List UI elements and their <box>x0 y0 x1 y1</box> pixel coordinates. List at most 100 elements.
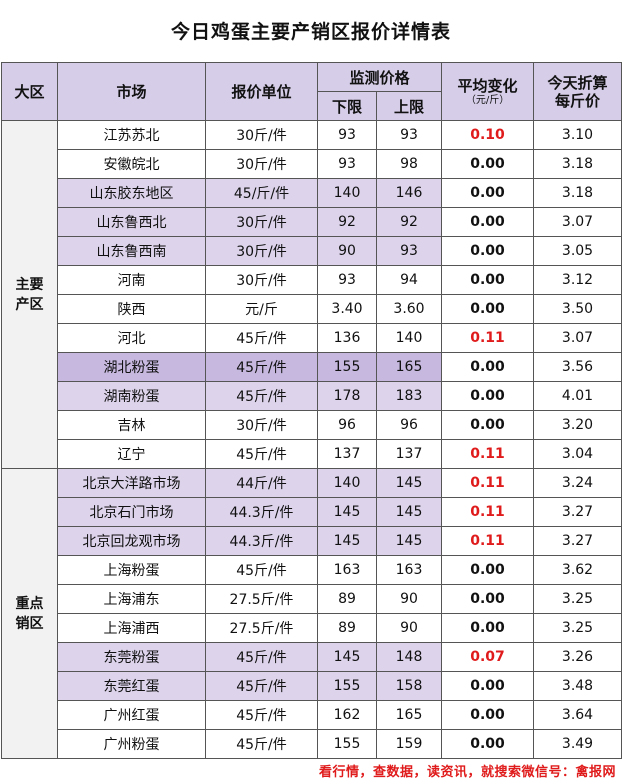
table-row: 上海浦东 27.5斤/件 89 90 0.00 3.25 <box>2 584 622 614</box>
upper-price-cell: 163 <box>375 555 443 585</box>
today-price-cell: 3.25 <box>533 584 622 614</box>
unit-cell: 45斤/件 <box>205 671 318 701</box>
today-price-cell: 3.26 <box>533 642 622 672</box>
today-price-cell: 3.05 <box>533 236 622 266</box>
table-row: 主要 产区 江苏苏北 30斤/件 93 93 0.10 3.10 <box>1 120 622 469</box>
unit-cell: 30斤/件 <box>205 236 318 266</box>
avg-change-cell: 0.11 <box>441 439 535 469</box>
avg-change-cell: 0.00 <box>441 671 535 701</box>
unit-cell: 45斤/件 <box>205 642 318 672</box>
table-row: 上海浦西 27.5斤/件 89 90 0.00 3.25 <box>2 613 622 643</box>
header-today-price-line2: 每斤价 <box>555 91 601 110</box>
upper-price-cell: 165 <box>375 352 443 382</box>
avg-change-cell: 0.00 <box>441 555 535 585</box>
unit-cell: 30斤/件 <box>205 149 318 179</box>
table-row: 安徽皖北 30斤/件 93 98 0.00 3.18 <box>2 149 622 179</box>
table-row: 广州红蛋 45斤/件 162 165 0.00 3.64 <box>2 700 622 730</box>
today-price-cell: 3.10 <box>533 120 622 150</box>
upper-price-cell: 146 <box>375 178 443 208</box>
today-price-cell: 3.25 <box>533 613 622 643</box>
upper-price-cell: 145 <box>375 497 443 527</box>
market-cell: 陕西 <box>57 294 206 324</box>
header-lower: 下限 <box>317 91 377 121</box>
header-avg-change-label: 平均变化 <box>457 76 518 95</box>
table-row: 北京石门市场 44.3斤/件 145 145 0.11 3.27 <box>2 497 622 527</box>
table-row: 东莞粉蛋 45斤/件 145 148 0.07 3.26 <box>2 642 622 672</box>
unit-cell: 44.3斤/件 <box>205 526 318 556</box>
avg-change-cell: 0.00 <box>441 178 535 208</box>
market-cell: 上海浦东 <box>57 584 206 614</box>
upper-price-cell: 158 <box>375 671 443 701</box>
lower-price-cell: 90 <box>317 236 377 266</box>
lower-price-cell: 145 <box>317 642 377 672</box>
region-label-line2: 销区 <box>15 615 44 632</box>
avg-change-cell: 0.11 <box>441 323 535 353</box>
unit-cell: 45斤/件 <box>205 700 318 730</box>
market-cell: 广州红蛋 <box>57 700 206 730</box>
lower-price-cell: 155 <box>317 671 377 701</box>
lower-price-cell: 89 <box>317 584 377 614</box>
avg-change-cell: 0.00 <box>441 236 535 266</box>
market-cell: 吉林 <box>57 410 206 440</box>
unit-cell: 30斤/件 <box>205 410 318 440</box>
upper-price-cell: 145 <box>375 468 443 498</box>
lower-price-cell: 145 <box>317 526 377 556</box>
header-today-price-line1: 今天折算 <box>547 73 608 92</box>
page-title: 今日鸡蛋主要产销区报价详情表 <box>170 20 451 43</box>
table-row: 吉林 30斤/件 96 96 0.00 3.20 <box>2 410 622 440</box>
today-price-cell: 3.48 <box>533 671 622 701</box>
today-price-cell: 3.56 <box>533 352 622 382</box>
lower-price-cell: 93 <box>317 120 377 150</box>
lower-price-cell: 145 <box>317 497 377 527</box>
today-price-cell: 3.07 <box>533 207 622 237</box>
lower-price-cell: 92 <box>317 207 377 237</box>
table-row: 河南 30斤/件 93 94 0.00 3.12 <box>2 265 622 295</box>
table-row: 山东鲁西南 30斤/件 90 93 0.00 3.05 <box>2 236 622 266</box>
market-cell: 东莞粉蛋 <box>57 642 206 672</box>
market-cell: 江苏苏北 <box>57 120 206 150</box>
market-cell: 安徽皖北 <box>57 149 206 179</box>
table-row: 上海粉蛋 45斤/件 163 163 0.00 3.62 <box>2 555 622 585</box>
unit-cell: 45/斤/件 <box>205 178 318 208</box>
today-price-cell: 3.18 <box>533 178 622 208</box>
today-price-cell: 3.64 <box>533 700 622 730</box>
header-upper: 上限 <box>375 91 443 121</box>
avg-change-cell: 0.00 <box>441 149 535 179</box>
market-cell: 北京大洋路市场 <box>57 468 206 498</box>
upper-price-cell: 96 <box>375 410 443 440</box>
lower-price-cell: 163 <box>317 555 377 585</box>
market-cell: 北京石门市场 <box>57 497 206 527</box>
unit-cell: 45斤/件 <box>205 323 318 353</box>
lower-price-cell: 93 <box>317 265 377 295</box>
unit-cell: 27.5斤/件 <box>205 584 318 614</box>
market-cell: 河南 <box>57 265 206 295</box>
upper-price-cell: 93 <box>375 236 443 266</box>
market-cell: 东莞红蛋 <box>57 671 206 701</box>
market-cell: 北京回龙观市场 <box>57 526 206 556</box>
region-label-line1: 主要 <box>15 276 44 293</box>
avg-change-cell: 0.00 <box>441 410 535 440</box>
avg-change-cell: 0.00 <box>441 381 535 411</box>
market-cell: 上海粉蛋 <box>57 555 206 585</box>
today-price-cell: 3.49 <box>533 729 622 759</box>
avg-change-cell: 0.10 <box>441 120 535 150</box>
lower-price-cell: 96 <box>317 410 377 440</box>
today-price-cell: 3.12 <box>533 265 622 295</box>
market-cell: 山东胶东地区 <box>57 178 206 208</box>
unit-cell: 30斤/件 <box>205 120 318 150</box>
table-row: 山东胶东地区 45/斤/件 140 146 0.00 3.18 <box>2 178 622 208</box>
table-row: 广州粉蛋 45斤/件 155 159 0.00 3.49 <box>2 729 622 759</box>
avg-change-cell: 0.00 <box>441 207 535 237</box>
header-monitor-price: 监测价格 <box>316 62 443 92</box>
lower-price-cell: 140 <box>317 468 377 498</box>
today-price-cell: 3.04 <box>533 439 622 469</box>
today-price-cell: 3.27 <box>533 526 622 556</box>
upper-price-cell: 148 <box>375 642 443 672</box>
table-row: 辽宁 45斤/件 137 137 0.11 3.04 <box>2 439 622 469</box>
today-price-cell: 3.27 <box>533 497 622 527</box>
upper-price-cell: 137 <box>375 439 443 469</box>
unit-cell: 元/斤 <box>205 294 318 324</box>
unit-cell: 30斤/件 <box>205 265 318 295</box>
lower-price-cell: 3.40 <box>317 294 377 324</box>
today-price-cell: 3.62 <box>533 555 622 585</box>
